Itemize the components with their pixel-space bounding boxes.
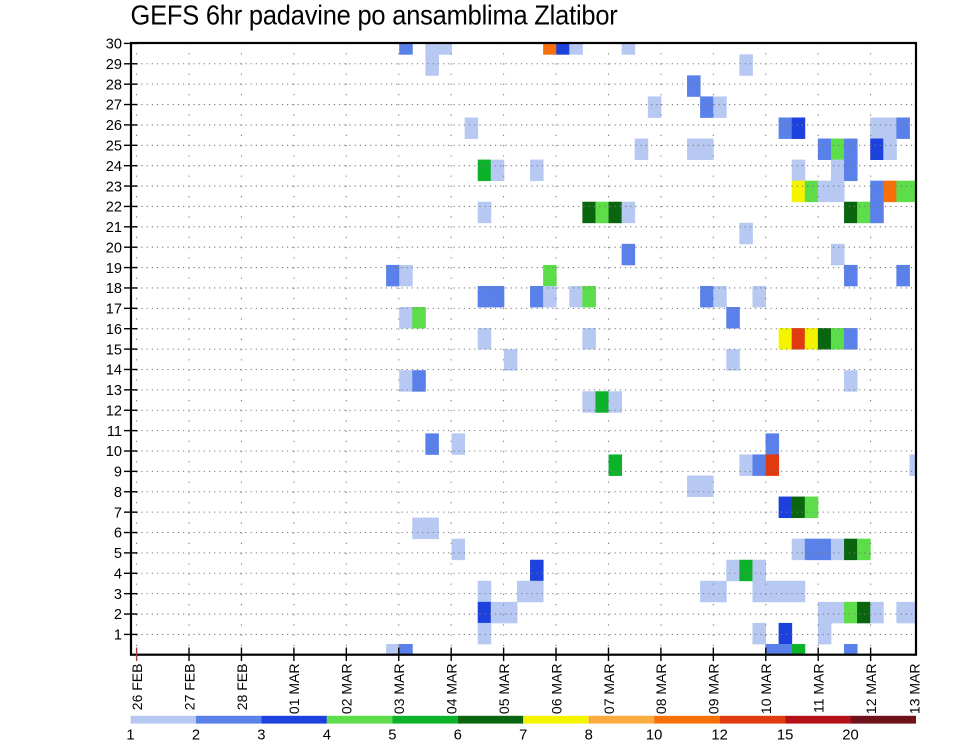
svg-text:2: 2 [114,607,122,623]
svg-text:25: 25 [106,139,122,155]
svg-text:23: 23 [106,179,122,195]
svg-text:8: 8 [585,728,593,742]
svg-text:27 FEB: 27 FEB [181,664,197,711]
svg-text:29: 29 [106,57,122,73]
svg-text:02 MAR: 02 MAR [339,664,355,715]
svg-text:2: 2 [192,728,200,742]
svg-text:10 MAR: 10 MAR [758,664,774,715]
svg-text:07 MAR: 07 MAR [601,664,617,715]
svg-text:13 MAR: 13 MAR [906,664,922,715]
svg-text:9: 9 [114,465,122,481]
svg-text:15: 15 [777,728,793,742]
svg-text:21: 21 [106,220,122,236]
svg-text:05 MAR: 05 MAR [496,664,512,715]
svg-text:15: 15 [106,342,122,358]
svg-text:08 MAR: 08 MAR [653,664,669,715]
svg-text:10: 10 [106,444,122,460]
svg-text:19: 19 [106,261,122,277]
svg-text:20: 20 [842,728,858,742]
svg-text:12: 12 [106,403,122,419]
svg-text:28: 28 [106,77,122,93]
svg-text:13: 13 [106,383,122,399]
svg-text:11 MAR: 11 MAR [810,664,826,714]
svg-text:28 FEB: 28 FEB [234,664,250,711]
svg-text:1: 1 [126,728,134,742]
svg-text:5: 5 [114,546,122,562]
svg-text:06 MAR: 06 MAR [548,664,564,715]
svg-text:17: 17 [106,302,122,318]
svg-text:14: 14 [106,363,122,379]
svg-text:24: 24 [106,159,122,175]
svg-text:4: 4 [323,728,331,742]
svg-text:12 MAR: 12 MAR [863,664,879,715]
svg-text:7: 7 [519,728,527,742]
svg-text:18: 18 [106,281,122,297]
svg-text:6: 6 [114,526,122,542]
svg-text:26: 26 [106,118,122,134]
svg-text:8: 8 [114,485,122,501]
svg-text:10: 10 [646,728,662,742]
svg-text:3: 3 [257,728,265,742]
svg-text:GEFS 6hr padavine po ansamblim: GEFS 6hr padavine po ansamblima Zlatibor [131,0,618,31]
svg-text:26 FEB: 26 FEB [129,664,145,711]
svg-text:16: 16 [106,322,122,338]
svg-text:30: 30 [106,37,122,53]
svg-text:1: 1 [114,628,122,644]
svg-text:01 MAR: 01 MAR [286,664,302,715]
svg-text:12: 12 [711,728,727,742]
svg-text:6: 6 [454,728,462,742]
svg-text:20: 20 [106,240,122,256]
svg-text:03 MAR: 03 MAR [391,664,407,715]
svg-text:09 MAR: 09 MAR [706,664,722,715]
svg-text:5: 5 [388,728,396,742]
svg-text:3: 3 [114,587,122,603]
svg-text:11: 11 [107,424,122,440]
svg-text:4: 4 [114,566,122,582]
svg-text:04 MAR: 04 MAR [443,664,459,715]
svg-text:27: 27 [106,98,122,114]
svg-text:7: 7 [114,505,122,521]
svg-text:22: 22 [106,200,122,216]
